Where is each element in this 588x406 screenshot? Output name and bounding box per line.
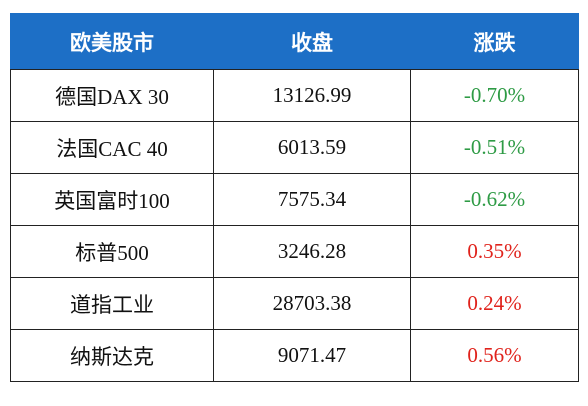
change-value: 0.24%: [410, 277, 579, 330]
index-name: 标普500: [10, 225, 214, 278]
table-body: 德国DAX 30 13126.99 -0.70% 法国CAC 40 6013.59 -0.…: [10, 69, 579, 382]
change-value: -0.70%: [410, 69, 579, 122]
change-value: 0.56%: [410, 329, 579, 382]
table-row: 英国富时100 7575.34 -0.62%: [10, 173, 579, 226]
table-row: 标普500 3246.28 0.35%: [10, 225, 579, 278]
change-value: 0.35%: [410, 225, 579, 278]
table-row: 纳斯达克 9071.47 0.56%: [10, 329, 579, 382]
header-cell: 收盘: [213, 13, 411, 70]
close-value: 6013.59: [213, 121, 411, 174]
stock-table: 欧美股市 收盘 涨跌 德国DAX 30 13126.99 -0.70% 法国CAC 40 6…: [10, 13, 579, 382]
change-value: -0.62%: [410, 173, 579, 226]
header-row: 欧美股市 收盘 涨跌: [10, 13, 579, 70]
index-name: 英国富时100: [10, 173, 214, 226]
close-value: 7575.34: [213, 173, 411, 226]
table-header: 欧美股市 收盘 涨跌: [10, 13, 579, 70]
table-row: 道指工业 28703.38 0.24%: [10, 277, 579, 330]
change-value: -0.51%: [410, 121, 579, 174]
index-name: 纳斯达克: [10, 329, 214, 382]
index-name: 法国CAC 40: [10, 121, 214, 174]
index-name: 德国DAX 30: [10, 69, 214, 122]
index-name: 道指工业: [10, 277, 214, 330]
table-row: 法国CAC 40 6013.59 -0.51%: [10, 121, 579, 174]
close-value: 3246.28: [213, 225, 411, 278]
close-value: 9071.47: [213, 329, 411, 382]
table-row: 德国DAX 30 13126.99 -0.70%: [10, 69, 579, 122]
header-cell: 欧美股市: [10, 13, 214, 70]
header-cell: 涨跌: [410, 13, 579, 70]
close-value: 13126.99: [213, 69, 411, 122]
close-value: 28703.38: [213, 277, 411, 330]
